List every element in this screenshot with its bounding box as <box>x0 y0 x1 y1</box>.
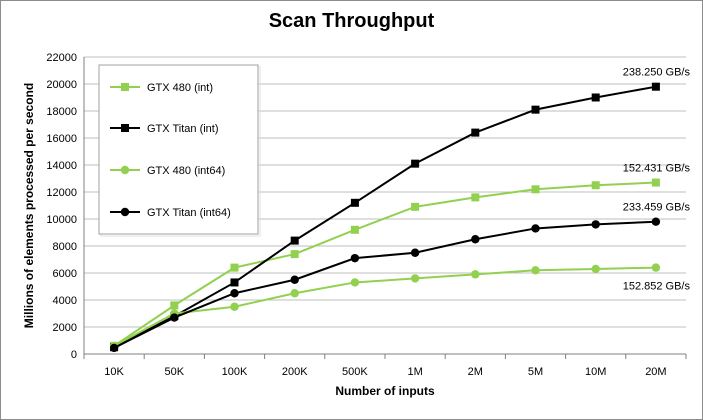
data-point <box>591 220 600 229</box>
x-tick-label: 1M <box>407 366 422 378</box>
data-point <box>531 266 540 275</box>
y-axis-title: Millions of elements processed per secon… <box>22 83 36 328</box>
data-point <box>531 224 540 233</box>
chart-title: Scan Throughput <box>268 10 435 32</box>
legend-label: GTX 480 (int) <box>147 82 213 94</box>
data-point <box>410 248 420 257</box>
y-tick-label: 18000 <box>46 106 77 118</box>
y-tick-label: 0 <box>71 349 77 361</box>
legend-label: GTX 480 (int64) <box>147 165 225 177</box>
x-tick-label: 200K <box>282 366 308 378</box>
data-point <box>290 250 299 259</box>
legend-label: GTX Titan (int) <box>147 123 219 135</box>
x-tick-label: 20M <box>645 366 666 378</box>
x-tick-label: 500K <box>342 366 368 378</box>
data-point <box>651 263 661 272</box>
series-line <box>113 220 656 349</box>
data-point <box>591 264 600 274</box>
data-point <box>290 289 299 298</box>
data-point <box>230 278 239 287</box>
y-tick-label: 2000 <box>53 322 77 334</box>
data-point <box>230 263 239 272</box>
legend-marker <box>120 207 130 217</box>
data-point <box>350 253 360 263</box>
y-tick-label: 12000 <box>46 187 77 199</box>
series-line <box>113 266 656 347</box>
x-tick-label: 100K <box>222 366 248 378</box>
data-point <box>109 343 119 353</box>
legend-marker <box>120 165 130 175</box>
x-tick-label: 50K <box>165 366 185 378</box>
y-tick-label: 20000 <box>46 79 77 91</box>
data-point <box>531 105 540 114</box>
data-point <box>350 198 359 207</box>
data-point <box>651 217 661 226</box>
x-tick-label: 10M <box>585 366 606 378</box>
y-tick-label: 22000 <box>46 52 77 64</box>
y-tick-label: 10000 <box>46 214 77 226</box>
legend-marker <box>121 83 129 91</box>
data-point <box>290 236 299 245</box>
data-label: 238.250 GB/s <box>623 67 691 79</box>
y-tick-label: 8000 <box>53 241 77 253</box>
data-point <box>170 313 179 322</box>
data-label: 233.459 GB/s <box>623 202 691 214</box>
data-point <box>471 193 480 202</box>
x-axis-title: Number of inputs <box>335 384 435 398</box>
y-tick-label: 16000 <box>46 133 77 145</box>
x-tick-label: 10K <box>104 366 124 378</box>
data-label: 152.852 GB/s <box>623 281 691 293</box>
x-tick-label: 2M <box>468 366 483 378</box>
data-point <box>230 302 239 311</box>
data-point <box>411 202 420 211</box>
legend-box <box>98 64 259 235</box>
data-point <box>471 235 480 244</box>
data-point <box>651 82 660 91</box>
data-point <box>410 274 420 283</box>
data-point <box>471 128 480 137</box>
y-tick-label: 6000 <box>53 268 77 280</box>
data-point <box>350 278 360 287</box>
x-tick-label: 5M <box>528 366 543 378</box>
data-label: 152.431 GB/s <box>623 163 691 175</box>
y-tick-label: 14000 <box>46 160 77 172</box>
data-point <box>651 178 660 187</box>
data-point <box>531 185 540 194</box>
y-tick-label: 4000 <box>53 295 77 307</box>
data-point <box>591 181 600 190</box>
data-point <box>471 270 480 279</box>
data-point <box>350 225 359 234</box>
data-point <box>411 159 420 168</box>
legend-label: GTX Titan (int64) <box>147 207 231 219</box>
series-line <box>113 85 657 349</box>
data-point <box>170 301 179 310</box>
legend-marker <box>121 124 129 132</box>
data-point <box>230 289 239 298</box>
data-point <box>591 93 600 102</box>
data-point <box>290 275 299 284</box>
series-line <box>113 181 656 347</box>
